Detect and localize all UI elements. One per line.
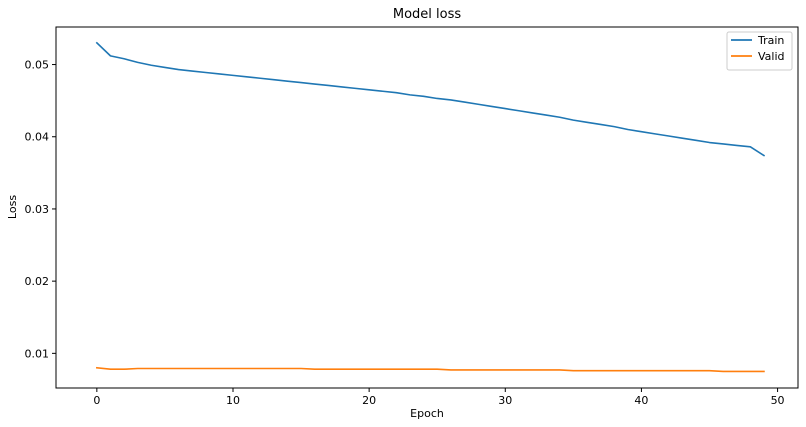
y-tick-label: 0.04: [25, 131, 50, 144]
x-tick-label: 30: [498, 394, 512, 407]
y-tick-label: 0.02: [25, 275, 50, 288]
x-tick-label: 50: [771, 394, 785, 407]
plot-frame: [55, 26, 799, 389]
series-line-train: [95, 41, 766, 157]
x-tick-label: 0: [93, 394, 100, 407]
y-tick-label: 0.01: [25, 347, 50, 360]
x-tick-label: 10: [226, 394, 240, 407]
y-tick-label: 0.03: [25, 203, 50, 216]
x-tick-label: 40: [634, 394, 648, 407]
legend-label-train: Train: [757, 34, 784, 47]
x-tick-label: 20: [362, 394, 376, 407]
y-tick-label: 0.05: [25, 59, 50, 72]
plot-area: [95, 41, 766, 373]
legend: Train Valid: [726, 31, 793, 71]
legend-label-valid: Valid: [758, 50, 785, 63]
x-axis-label: Epoch: [410, 407, 444, 420]
series-line-valid: [95, 366, 765, 373]
chart-title: Model loss: [393, 7, 462, 22]
y-axis-label: Loss: [6, 195, 19, 219]
legend-box: [726, 31, 793, 71]
